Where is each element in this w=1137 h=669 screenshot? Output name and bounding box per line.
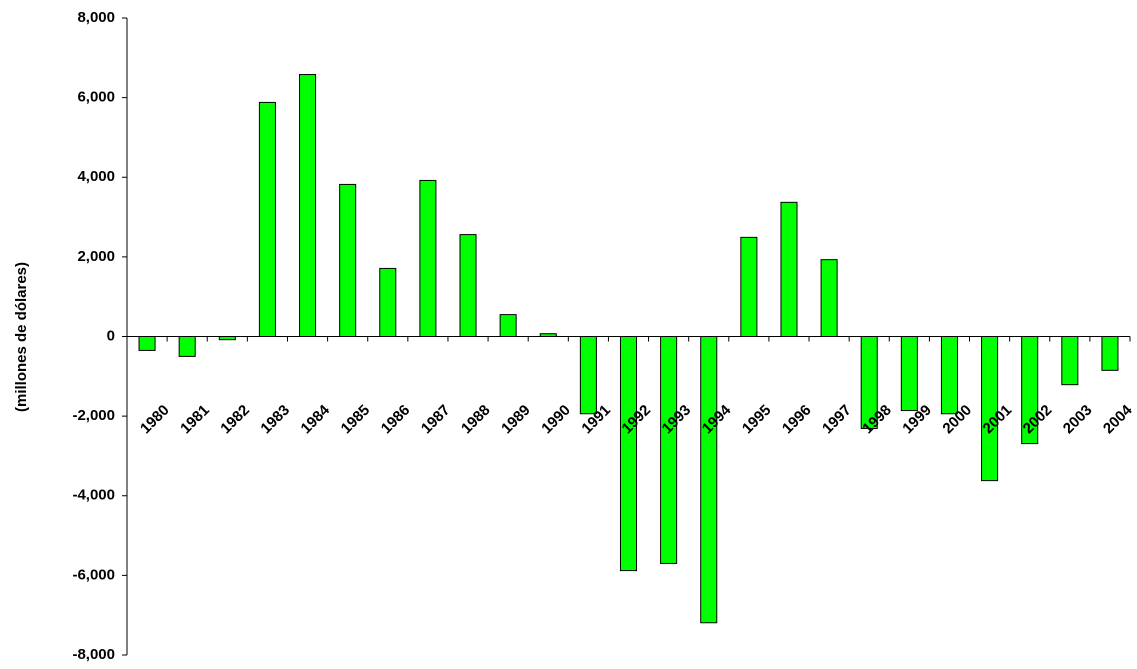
bar (900, 336, 918, 412)
y-tick-label: 2,000 (77, 248, 115, 265)
bar (740, 236, 758, 338)
bar (1061, 336, 1079, 386)
bar (419, 179, 437, 337)
x-tick-label: 1990 (538, 402, 574, 438)
x-tick-label: 1986 (378, 402, 414, 438)
bar (780, 201, 798, 337)
bar (379, 267, 397, 337)
x-tick-label: 1981 (177, 402, 213, 438)
y-tick-label: -6,000 (72, 566, 115, 583)
x-tick-label: 1988 (458, 402, 494, 438)
y-tick-label: 4,000 (77, 168, 115, 185)
x-tick-label: 1982 (217, 402, 253, 438)
y-tick-label: -8,000 (72, 646, 115, 663)
x-tick-label: 2004 (1100, 401, 1136, 437)
y-tick-label: -2,000 (72, 407, 115, 424)
bar (660, 336, 678, 564)
y-axis-label: (millones de dólares) (13, 262, 30, 412)
bar (499, 314, 517, 337)
x-tick-label: 1983 (257, 402, 293, 438)
bar (700, 336, 718, 624)
bar (459, 234, 477, 337)
bar (539, 333, 557, 338)
bar (860, 336, 878, 429)
x-tick-label: 1997 (819, 402, 855, 438)
x-tick-label: 1989 (498, 402, 534, 438)
x-tick-label: 1995 (739, 402, 775, 438)
bar (258, 101, 276, 337)
bar (299, 74, 317, 337)
bar (138, 336, 156, 351)
x-tick-label: 1985 (338, 402, 374, 438)
y-tick-label: -4,000 (72, 487, 115, 504)
x-tick-label: 1987 (418, 402, 454, 438)
y-tick-label: 0 (107, 327, 115, 344)
y-tick-label: 6,000 (77, 89, 115, 106)
bar (820, 259, 838, 337)
bar (579, 336, 597, 415)
bar (619, 336, 638, 572)
bar (339, 183, 357, 337)
x-tick-label: 1984 (298, 401, 334, 437)
x-tick-label: 2003 (1060, 402, 1096, 438)
bar (981, 336, 999, 482)
bar (1021, 336, 1039, 445)
y-tick-label: 8,000 (77, 9, 115, 26)
x-tick-label: 1980 (137, 402, 173, 438)
bar (1101, 336, 1119, 371)
bar (940, 336, 958, 415)
x-tick-label: 1996 (779, 402, 815, 438)
bar (178, 336, 196, 357)
bar (218, 336, 236, 341)
